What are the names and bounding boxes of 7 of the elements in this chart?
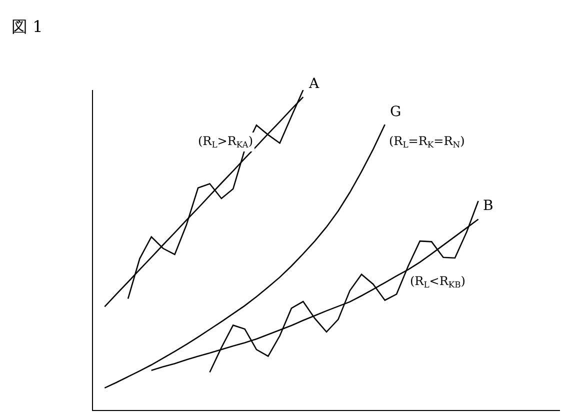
- series-label: G: [390, 104, 402, 120]
- annotation: (R$_{L}$<R$_{KB}$): [410, 274, 466, 290]
- chart-title: 図 1: [12, 16, 43, 36]
- annotation: (R$_{L}$=R$_{K}$=R$_{N}$): [389, 134, 465, 150]
- series-label: B: [483, 198, 494, 214]
- series-label: A: [308, 76, 320, 92]
- annotation: (R$_{L}$>R$_{KA}$): [198, 134, 254, 150]
